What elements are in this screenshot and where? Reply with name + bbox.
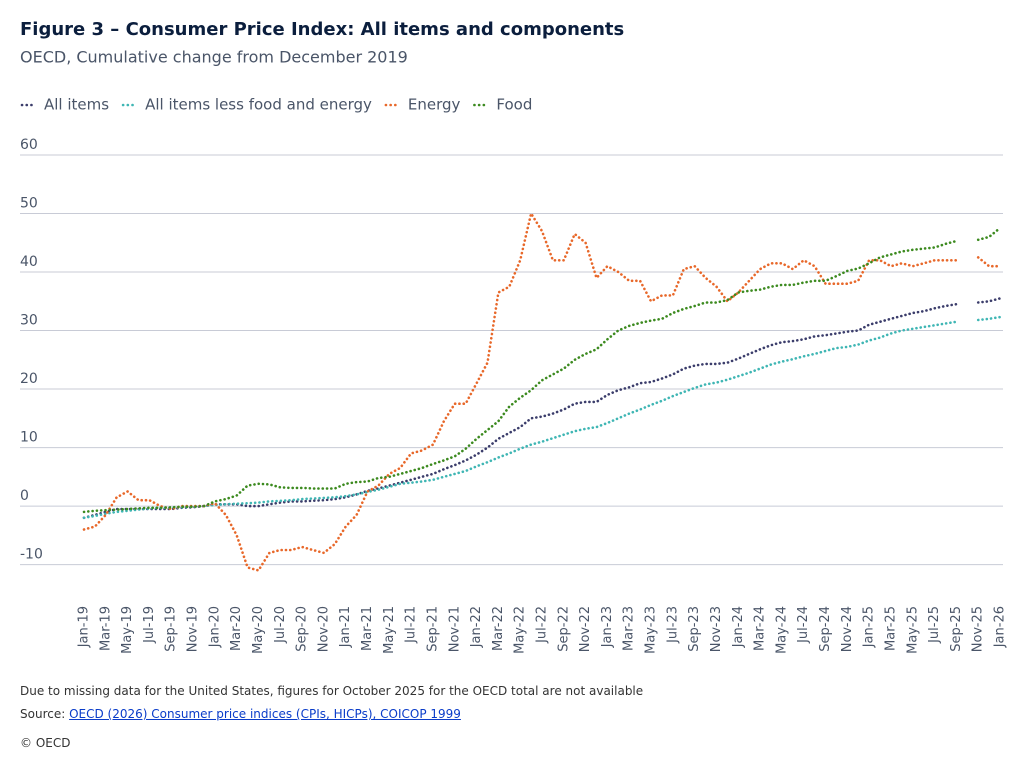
x-tick-label: May-22: [513, 606, 528, 654]
legend-label: Energy: [408, 96, 461, 114]
x-tick-label: Nov-25: [971, 606, 986, 652]
x-tick-label: Nov-20: [316, 606, 331, 652]
x-tick-label: Jan-25: [862, 606, 877, 648]
x-tick-label: Sep-25: [949, 606, 964, 652]
source-label: Source:: [20, 707, 66, 721]
x-tick-label: Jan-26: [993, 606, 1008, 648]
x-tick-label: Jul-25: [927, 606, 942, 644]
y-tick-label: 20: [20, 371, 38, 387]
x-tick-label: Jan-21: [338, 606, 353, 648]
source-link[interactable]: OECD (2026) Consumer price indices (CPIs…: [69, 707, 461, 721]
series-line: [82, 212, 1002, 572]
x-tick-label: Mar-24: [753, 606, 768, 651]
x-tick-label: Jan-22: [469, 606, 484, 648]
x-tick-label: May-20: [251, 606, 266, 654]
x-tick-label: Mar-23: [622, 606, 637, 651]
x-tick-label: Mar-22: [491, 606, 506, 651]
x-tick-label: Jul-23: [665, 606, 680, 644]
series-line: [82, 315, 1002, 520]
x-tick-label: Sep-23: [687, 606, 702, 652]
x-tick-label: Jul-24: [796, 606, 811, 644]
x-tick-label: Nov-22: [578, 606, 593, 652]
x-tick-label: Sep-20: [295, 606, 310, 652]
x-tick-label: Jul-19: [142, 606, 157, 644]
x-tick-label: Jan-20: [207, 606, 222, 648]
x-tick-label: Jan-23: [600, 606, 615, 648]
chart: Figure 3 – Consumer Price Index: All ite…: [20, 19, 1008, 654]
note: Due to missing data for the United State…: [20, 684, 644, 698]
x-tick-label: Jul-20: [273, 606, 288, 644]
x-tick-label: Jul-22: [535, 606, 550, 644]
source-line: Source: OECD (2026) Consumer price indic…: [20, 707, 461, 721]
x-tick-label: Nov-21: [447, 606, 462, 652]
y-tick-label: 30: [20, 313, 38, 329]
legend-label: Food: [496, 96, 532, 114]
x-tick-label: Nov-24: [840, 606, 855, 652]
series-line: [82, 226, 1002, 514]
copyright: © OECD: [20, 736, 71, 750]
x-tick-label: May-21: [382, 606, 397, 654]
x-tick-label: Sep-22: [556, 606, 571, 652]
x-tick-label: May-23: [644, 606, 659, 654]
y-tick-label: 0: [20, 488, 29, 504]
x-tick-label: Mar-25: [883, 606, 898, 651]
x-tick-label: May-24: [774, 606, 789, 654]
x-tick-label: Mar-19: [98, 606, 113, 651]
x-tick-label: Jul-21: [404, 606, 419, 644]
y-tick-label: 60: [20, 137, 38, 153]
x-tick-label: Mar-20: [229, 606, 244, 651]
chart-subtitle: OECD, Cumulative change from December 20…: [20, 48, 408, 67]
x-tick-label: May-25: [905, 606, 920, 654]
x-tick-label: Sep-24: [818, 606, 833, 652]
x-tick-label: Nov-23: [709, 606, 724, 652]
y-tick-label: 50: [20, 196, 38, 212]
x-tick-label: Sep-21: [425, 606, 440, 652]
x-tick-label: May-19: [120, 606, 135, 654]
x-tick-label: Mar-21: [360, 606, 375, 651]
legend-label: All items less food and energy: [145, 96, 372, 114]
x-tick-label: Jan-24: [731, 606, 746, 648]
legend-label: All items: [44, 96, 109, 114]
y-tick-label: 10: [20, 430, 38, 446]
y-tick-label: -10: [20, 547, 43, 563]
chart-title: Figure 3 – Consumer Price Index: All ite…: [20, 19, 624, 40]
series-line: [82, 297, 1002, 520]
x-tick-label: Jan-19: [77, 606, 92, 648]
x-tick-label: Nov-19: [186, 606, 201, 652]
x-tick-label: Sep-19: [164, 606, 179, 652]
y-tick-label: 40: [20, 254, 38, 270]
